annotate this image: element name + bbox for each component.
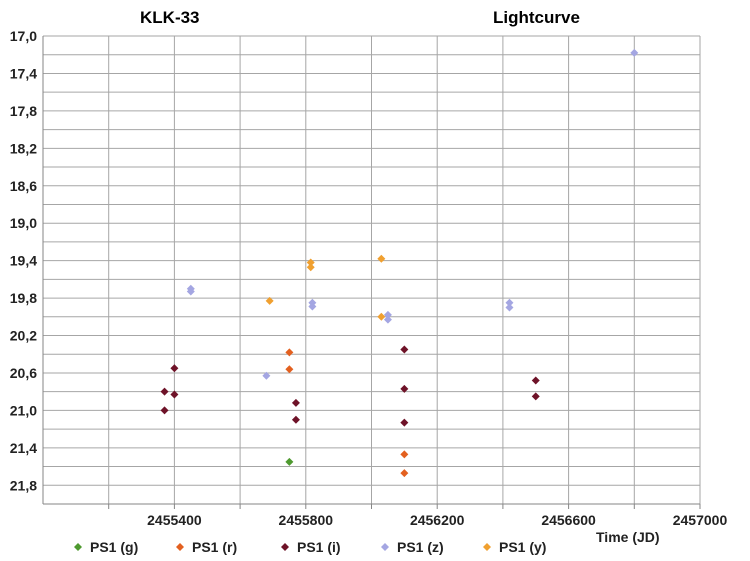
data-point-ps1-y xyxy=(306,263,315,272)
y-tick-label: 17,8 xyxy=(10,103,37,119)
data-point-ps1-z xyxy=(383,310,392,319)
legend-marker-ps1-r xyxy=(176,543,184,551)
data-point-ps1-i xyxy=(400,384,409,393)
x-tick-label: 2456200 xyxy=(410,512,465,528)
data-point-ps1-z xyxy=(262,371,271,380)
legend-label-ps1-z: PS1 (z) xyxy=(397,539,444,555)
data-point-ps1-z xyxy=(383,315,392,324)
data-point-ps1-y xyxy=(377,312,386,321)
axes xyxy=(42,36,701,509)
data-point-ps1-i xyxy=(400,418,409,427)
tick-labels: 17,0 17,4 17,8 18,2 18,6 19,0 19,4 19,8 20,2 20,6… xyxy=(10,28,728,528)
data-point-ps1-y xyxy=(265,296,274,305)
data-point-ps1-y xyxy=(377,254,386,263)
legend-label-ps1-g: PS1 (g) xyxy=(90,539,138,555)
data-point-ps1-i xyxy=(291,415,300,424)
data-point-ps1-r xyxy=(285,348,294,357)
gridlines xyxy=(43,35,701,505)
data-point-ps1-i xyxy=(170,364,179,373)
legend-label-ps1-i: PS1 (i) xyxy=(297,539,341,555)
data-point-ps1-i xyxy=(160,387,169,396)
y-tick-label: 17,4 xyxy=(10,65,37,81)
x-tick-label: 2455400 xyxy=(147,512,202,528)
legend-marker-ps1-g xyxy=(74,543,82,551)
chart-title-left: KLK-33 xyxy=(140,8,200,27)
data-point-ps1-y xyxy=(306,258,315,267)
x-axis-title: Time (JD) xyxy=(596,529,660,545)
y-tick-label: 19,8 xyxy=(10,290,37,306)
data-point-ps1-g xyxy=(285,457,294,466)
y-tick-label: 19,4 xyxy=(10,253,37,269)
y-tick-label: 21,8 xyxy=(10,477,37,493)
data-point-ps1-r xyxy=(400,469,409,478)
y-tick-label: 21,4 xyxy=(10,440,37,456)
legend-marker-ps1-i xyxy=(281,543,289,551)
data-point-ps1-i xyxy=(531,376,540,385)
data-point-ps1-z xyxy=(630,48,639,57)
y-tick-label: 18,6 xyxy=(10,178,37,194)
y-tick-label: 19,0 xyxy=(10,215,37,231)
data-point-ps1-i xyxy=(400,345,409,354)
data-points xyxy=(160,48,639,478)
x-tick-label: 2457000 xyxy=(673,512,728,528)
data-point-ps1-r xyxy=(400,450,409,459)
data-point-ps1-i xyxy=(291,398,300,407)
data-point-ps1-i xyxy=(531,392,540,401)
data-point-ps1-r xyxy=(285,365,294,374)
y-tick-label: 17,0 xyxy=(10,28,37,44)
data-point-ps1-z xyxy=(505,298,514,307)
y-tick-label: 20,2 xyxy=(10,328,37,344)
data-point-ps1-z xyxy=(186,287,195,296)
data-point-ps1-z xyxy=(308,302,317,311)
legend-marker-ps1-z xyxy=(381,543,389,551)
legend-label-ps1-r: PS1 (r) xyxy=(192,539,237,555)
y-tick-label: 20,6 xyxy=(10,365,37,381)
legend: PS1 (g) PS1 (r) PS1 (i) PS1 (z) PS1 (y) xyxy=(74,539,546,555)
chart-title-right: Lightcurve xyxy=(493,8,580,27)
data-point-ps1-z xyxy=(505,303,514,312)
data-point-ps1-i xyxy=(170,390,179,399)
data-point-ps1-i xyxy=(160,406,169,415)
x-tick-label: 2456600 xyxy=(541,512,596,528)
x-tick-label: 2455800 xyxy=(279,512,334,528)
y-tick-label: 21,0 xyxy=(10,402,37,418)
legend-label-ps1-y: PS1 (y) xyxy=(499,539,546,555)
y-tick-label: 18,2 xyxy=(10,140,37,156)
legend-marker-ps1-y xyxy=(483,543,491,551)
